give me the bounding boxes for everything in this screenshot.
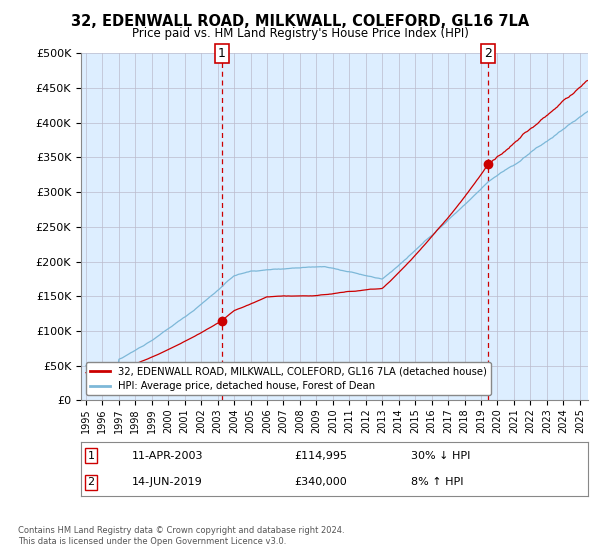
Text: 30% ↓ HPI: 30% ↓ HPI (410, 451, 470, 461)
Text: 8% ↑ HPI: 8% ↑ HPI (410, 477, 463, 487)
Text: Contains HM Land Registry data © Crown copyright and database right 2024.
This d: Contains HM Land Registry data © Crown c… (18, 526, 344, 546)
Text: 32, EDENWALL ROAD, MILKWALL, COLEFORD, GL16 7LA: 32, EDENWALL ROAD, MILKWALL, COLEFORD, G… (71, 14, 529, 29)
Text: 11-APR-2003: 11-APR-2003 (132, 451, 203, 461)
Text: 1: 1 (88, 451, 95, 461)
Text: 2: 2 (484, 46, 493, 60)
Text: 2: 2 (88, 477, 95, 487)
Text: £114,995: £114,995 (294, 451, 347, 461)
Text: 14-JUN-2019: 14-JUN-2019 (132, 477, 202, 487)
Text: Price paid vs. HM Land Registry's House Price Index (HPI): Price paid vs. HM Land Registry's House … (131, 27, 469, 40)
Text: £340,000: £340,000 (294, 477, 347, 487)
Text: 1: 1 (218, 46, 226, 60)
Legend: 32, EDENWALL ROAD, MILKWALL, COLEFORD, GL16 7LA (detached house), HPI: Average p: 32, EDENWALL ROAD, MILKWALL, COLEFORD, G… (86, 362, 491, 395)
